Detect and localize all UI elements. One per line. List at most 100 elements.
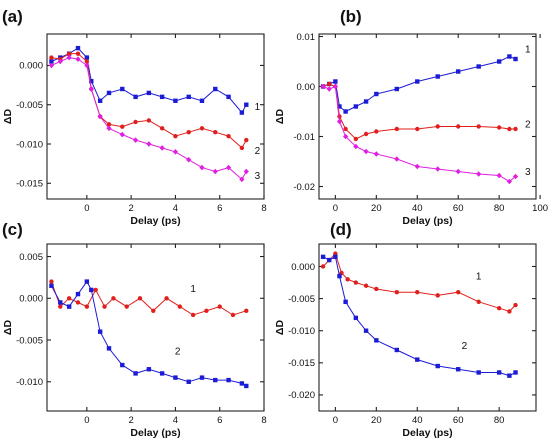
data-point [244, 308, 249, 313]
data-point [435, 166, 441, 172]
data-point [353, 315, 359, 321]
data-point [435, 363, 440, 369]
data-point [172, 149, 179, 155]
data-point [374, 129, 379, 134]
y-tick-label: 0.000 [19, 294, 43, 305]
data-point [506, 178, 512, 185]
data-point [320, 254, 326, 260]
data-point [353, 143, 359, 150]
data-point [49, 279, 54, 284]
data-point [159, 126, 165, 131]
data-point [89, 78, 94, 84]
x-axis-title: Delay (ps) [402, 215, 452, 227]
data-point [66, 54, 72, 61]
data-point [173, 98, 178, 103]
data-point [75, 291, 81, 297]
y-axis-title: ΔD [2, 320, 14, 336]
x-tick-label: 4 [173, 415, 178, 426]
series-line [322, 85, 516, 183]
data-point [345, 277, 350, 282]
data-point [415, 357, 420, 362]
series-3 [48, 54, 249, 183]
data-point [66, 304, 72, 309]
y-tick-label: 0.01 [297, 32, 316, 43]
x-tick-label: 20 [371, 203, 382, 214]
data-point [239, 381, 245, 386]
data-point [394, 126, 399, 132]
series-2 [320, 81, 518, 142]
data-point [84, 59, 90, 64]
plot-frame [46, 243, 265, 412]
data-point [343, 299, 348, 305]
data-point [363, 131, 369, 137]
data-point [353, 280, 359, 285]
x-tick-label: 8 [261, 203, 266, 214]
data-point [49, 283, 54, 288]
series-3 [320, 83, 519, 185]
y-tick-label: -0.005 [16, 100, 43, 111]
x-tick-label: 8 [261, 415, 266, 426]
x-tick-label: 0 [333, 203, 338, 214]
plot-frame [318, 33, 537, 200]
data-point [353, 136, 359, 142]
data-point [75, 300, 81, 305]
data-point [97, 98, 103, 103]
data-point [49, 55, 54, 60]
x-tick-label: 40 [412, 203, 423, 214]
x-axis-title: Delay (ps) [130, 215, 180, 227]
y-tick-label: -0.01 [293, 132, 315, 143]
data-point [476, 171, 482, 177]
data-point [106, 122, 112, 127]
data-point [496, 172, 502, 179]
y-tick-label: -0.015 [288, 358, 315, 369]
data-point [455, 168, 461, 175]
y-axis-title: ΔD [274, 320, 286, 336]
data-point [204, 308, 209, 313]
data-point [146, 118, 152, 123]
y-tick-label: -0.010 [16, 377, 43, 388]
data-point [173, 375, 178, 380]
data-point [89, 287, 94, 293]
series-number-label: 2 [525, 120, 531, 131]
data-point [512, 173, 519, 180]
y-tick-label: -0.020 [288, 390, 315, 401]
data-point [326, 86, 332, 92]
data-point [373, 151, 379, 157]
data-point [513, 370, 518, 375]
data-point [496, 59, 502, 64]
data-point [415, 126, 420, 132]
data-point [333, 79, 338, 84]
data-point [244, 137, 249, 143]
data-point [58, 300, 63, 305]
x-tick-label: 100 [532, 203, 548, 214]
data-point [394, 347, 399, 353]
y-tick-label: -0.005 [288, 294, 315, 305]
data-point [239, 110, 245, 115]
data-point [213, 377, 218, 383]
data-point [199, 126, 205, 131]
series-2 [49, 279, 249, 389]
data-point [230, 312, 236, 318]
data-point [332, 83, 338, 90]
data-point [363, 148, 369, 155]
data-point [57, 58, 63, 65]
data-point [414, 163, 420, 170]
data-point [120, 86, 125, 92]
chart-panel-3: 0 2 4 6 8 0.005 0.000 -0.005 -0.010 Delay (ps) ΔD (… [2, 220, 267, 439]
data-point [507, 126, 512, 132]
data-point [186, 379, 191, 384]
data-point [435, 74, 440, 79]
y-tick-label: -0.005 [16, 335, 43, 346]
data-point [213, 86, 218, 92]
y-tick-label: 0.000 [19, 61, 43, 72]
data-point [225, 164, 232, 171]
data-point [496, 370, 502, 375]
x-tick-label: 6 [217, 203, 222, 214]
series-number-label: 3 [525, 167, 531, 178]
series-number-label: 2 [175, 346, 181, 357]
data-point [75, 51, 81, 56]
data-point [363, 328, 369, 333]
data-point [476, 370, 481, 375]
data-point [106, 90, 112, 96]
